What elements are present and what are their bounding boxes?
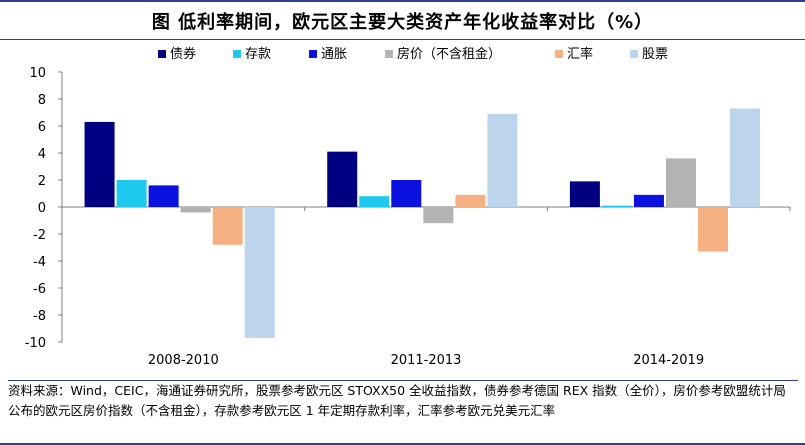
legend-swatch — [555, 50, 563, 58]
y-tick-label: -8 — [33, 309, 46, 324]
legend-swatch — [158, 50, 166, 58]
bar-汇率 — [212, 207, 243, 245]
legend-label: 房价（不含租金） — [397, 46, 501, 62]
bar-债券 — [327, 151, 358, 207]
legend-label: 通胀 — [321, 47, 347, 62]
bar-存款 — [359, 196, 390, 207]
bar-存款 — [116, 180, 147, 207]
title-bar: 图 低利率期间，欧元区主要大类资产年化收益率对比（%） — [0, 0, 805, 40]
legend-label: 债券 — [170, 46, 196, 62]
bar-房价（不含租金） — [180, 207, 211, 213]
x-category-label: 2014-2019 — [633, 353, 704, 368]
x-category-label: 2008-2010 — [148, 353, 219, 368]
bar-股票 — [244, 207, 275, 338]
legend-swatch — [309, 50, 317, 58]
bar-汇率 — [455, 194, 486, 207]
bar-债券 — [84, 121, 115, 207]
source-note: 资料来源：Wind，CEIC，海通证券研究所，股票参考欧元区 STOXX50 全… — [8, 380, 798, 421]
bar-房价（不含租金） — [665, 158, 696, 207]
bars — [84, 108, 761, 338]
legend-swatch — [630, 50, 638, 58]
x-axis-labels: 2008-2010 2011-2013 2014-2019 — [148, 353, 704, 368]
legend-label: 存款 — [245, 47, 271, 62]
y-tick-label: 8 — [38, 93, 46, 108]
y-tick-label: 2 — [38, 174, 46, 189]
chart-title: 图 低利率期间，欧元区主要大类资产年化收益率对比（%） — [151, 11, 654, 33]
bar-债券 — [569, 181, 600, 207]
legend: 债券 存款 通胀 房价（不含租金） 汇率 股票 — [158, 46, 668, 62]
bar-股票 — [730, 108, 761, 207]
legend-label: 股票 — [642, 47, 668, 62]
bar-通胀 — [391, 180, 422, 207]
bar-chart: 债券 存款 通胀 房价（不含租金） 汇率 股票 -10 -8 -6 -4 -2 0 2 4 6 8 10 20… — [25, 46, 791, 368]
y-tick-label: 10 — [29, 66, 46, 81]
y-tick-label: 6 — [38, 120, 46, 135]
legend-swatch — [385, 50, 393, 58]
bar-房价（不含租金） — [423, 207, 454, 224]
bottom-rule — [0, 443, 805, 445]
y-tick-label: -4 — [33, 255, 46, 270]
y-tick-label: -10 — [25, 336, 46, 351]
bar-股票 — [487, 113, 518, 207]
bar-汇率 — [698, 207, 729, 252]
y-tick-label: -2 — [33, 228, 46, 243]
y-tick-label: 4 — [38, 147, 46, 162]
y-tick-label: 0 — [38, 201, 46, 216]
bar-通胀 — [148, 185, 179, 207]
bar-存款 — [601, 205, 632, 207]
legend-label: 汇率 — [567, 46, 593, 62]
bar-通胀 — [633, 194, 664, 207]
x-category-label: 2011-2013 — [391, 353, 462, 368]
axes: -10 -8 -6 -4 -2 0 2 4 6 8 10 — [25, 66, 791, 351]
y-tick-label: -6 — [33, 282, 46, 297]
legend-swatch — [233, 50, 241, 58]
